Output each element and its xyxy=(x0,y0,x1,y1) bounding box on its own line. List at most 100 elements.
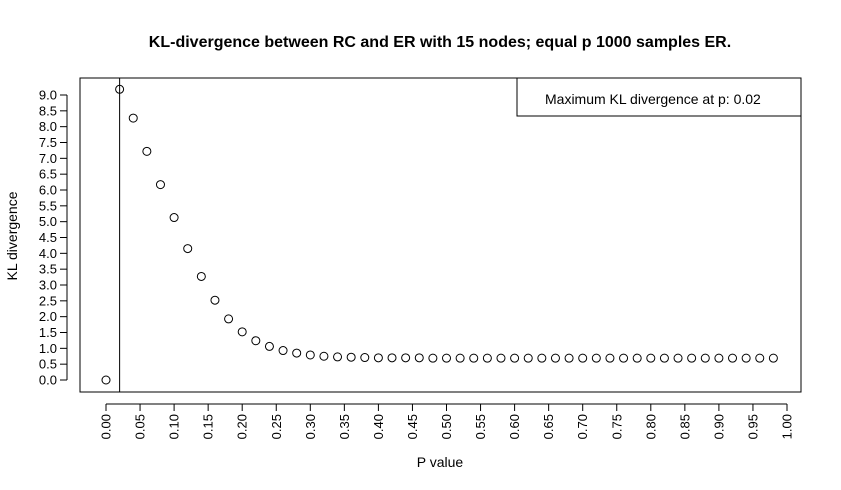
data-point xyxy=(714,353,724,363)
x-tick-label: 0.75 xyxy=(609,414,624,439)
x-tick-label: 0.20 xyxy=(235,414,250,439)
x-axis-ticks: 0.00 0.05 0.10 0.15 0.20 0.25 0.30 0.35 0.40 0.45… xyxy=(99,404,795,439)
data-point xyxy=(373,353,383,363)
data-point xyxy=(537,353,547,363)
y-tick-label: 7.5 xyxy=(39,135,57,150)
data-point xyxy=(319,351,329,361)
data-point xyxy=(550,353,560,363)
y-axis-label: KL divergence xyxy=(4,191,20,280)
data-point xyxy=(305,350,315,360)
x-tick-label: 0.40 xyxy=(371,414,386,439)
data-point xyxy=(264,341,274,351)
y-axis-ticks: 0.00.51.01.52.02.53.03.54.04.55.05.56.06… xyxy=(39,88,67,388)
y-tick-label: 7.0 xyxy=(39,151,57,166)
data-point xyxy=(496,353,506,363)
x-tick-label: 0.90 xyxy=(711,414,726,439)
x-tick-label: 0.45 xyxy=(405,414,420,439)
y-tick-label: 8.0 xyxy=(39,119,57,134)
data-point xyxy=(251,336,261,346)
data-point xyxy=(482,353,492,363)
x-tick-label: 0.00 xyxy=(99,414,114,439)
x-tick-label: 0.85 xyxy=(677,414,692,439)
data-point xyxy=(619,353,629,363)
data-point xyxy=(646,353,656,363)
data-point xyxy=(128,113,138,123)
y-tick-label: 1.0 xyxy=(39,341,57,356)
chart-title: KL-divergence between RC and ER with 15 … xyxy=(149,34,731,51)
x-tick-label: 0.30 xyxy=(303,414,318,439)
data-point xyxy=(210,295,220,305)
y-tick-label: 4.5 xyxy=(39,230,57,245)
data-point xyxy=(183,244,193,254)
y-tick-label: 5.0 xyxy=(39,214,57,229)
x-tick-label: 1.00 xyxy=(780,414,795,439)
x-tick-label: 0.15 xyxy=(201,414,216,439)
data-point xyxy=(196,271,206,281)
data-point xyxy=(578,353,588,363)
data-point xyxy=(142,146,152,156)
x-tick-label: 0.25 xyxy=(269,414,284,439)
data-points xyxy=(101,84,778,385)
legend-box xyxy=(516,77,802,117)
data-point xyxy=(360,353,370,363)
plot-area-frame xyxy=(79,77,802,393)
data-point xyxy=(155,180,165,190)
y-tick-label: 4.0 xyxy=(39,246,57,261)
x-tick-label: 0.05 xyxy=(133,414,148,439)
y-tick-label: 2.5 xyxy=(39,293,57,308)
x-tick-label: 0.60 xyxy=(507,414,522,439)
data-point xyxy=(101,375,111,385)
data-point xyxy=(401,353,411,363)
data-point xyxy=(292,348,302,358)
data-point xyxy=(564,353,574,363)
data-point xyxy=(224,314,234,324)
x-tick-label: 0.10 xyxy=(167,414,182,439)
y-tick-label: 0.5 xyxy=(39,357,57,372)
data-point xyxy=(278,346,288,356)
data-point xyxy=(237,327,247,337)
data-point xyxy=(768,353,778,363)
data-point xyxy=(169,213,179,223)
x-tick-label: 0.70 xyxy=(575,414,590,439)
data-point xyxy=(687,353,697,363)
legend-text: Maximum KL divergence at p: 0.02 xyxy=(545,91,761,107)
y-tick-label: 3.5 xyxy=(39,262,57,277)
data-point xyxy=(455,353,465,363)
data-point xyxy=(115,84,125,94)
x-tick-label: 0.95 xyxy=(745,414,760,439)
data-point xyxy=(333,352,343,362)
data-point xyxy=(591,353,601,363)
data-point xyxy=(632,353,642,363)
y-tick-label: 8.5 xyxy=(39,103,57,118)
x-tick-label: 0.65 xyxy=(541,414,556,439)
data-point xyxy=(510,353,520,363)
x-tick-label: 0.80 xyxy=(643,414,658,439)
y-tick-label: 1.5 xyxy=(39,325,57,340)
data-point xyxy=(469,353,479,363)
data-point xyxy=(659,353,669,363)
data-point xyxy=(387,353,397,363)
data-point xyxy=(428,353,438,363)
legend: Maximum KL divergence at p: 0.02 xyxy=(516,77,802,117)
data-point xyxy=(700,353,710,363)
y-tick-label: 5.5 xyxy=(39,198,57,213)
x-tick-label: 0.55 xyxy=(473,414,488,439)
y-tick-label: 9.0 xyxy=(39,88,57,103)
data-point xyxy=(741,353,751,363)
y-tick-label: 2.0 xyxy=(39,309,57,324)
x-tick-label: 0.35 xyxy=(337,414,352,439)
y-tick-label: 6.0 xyxy=(39,183,57,198)
x-axis-label: P value xyxy=(417,454,464,470)
data-point xyxy=(523,353,533,363)
data-point xyxy=(605,353,615,363)
y-tick-label: 6.5 xyxy=(39,167,57,182)
x-tick-label: 0.50 xyxy=(439,414,454,439)
data-point xyxy=(728,353,738,363)
y-tick-label: 0.0 xyxy=(39,373,57,388)
y-tick-label: 3.0 xyxy=(39,278,57,293)
data-point xyxy=(673,353,683,363)
data-point xyxy=(442,353,451,363)
data-point xyxy=(346,352,356,362)
data-point xyxy=(755,353,765,363)
